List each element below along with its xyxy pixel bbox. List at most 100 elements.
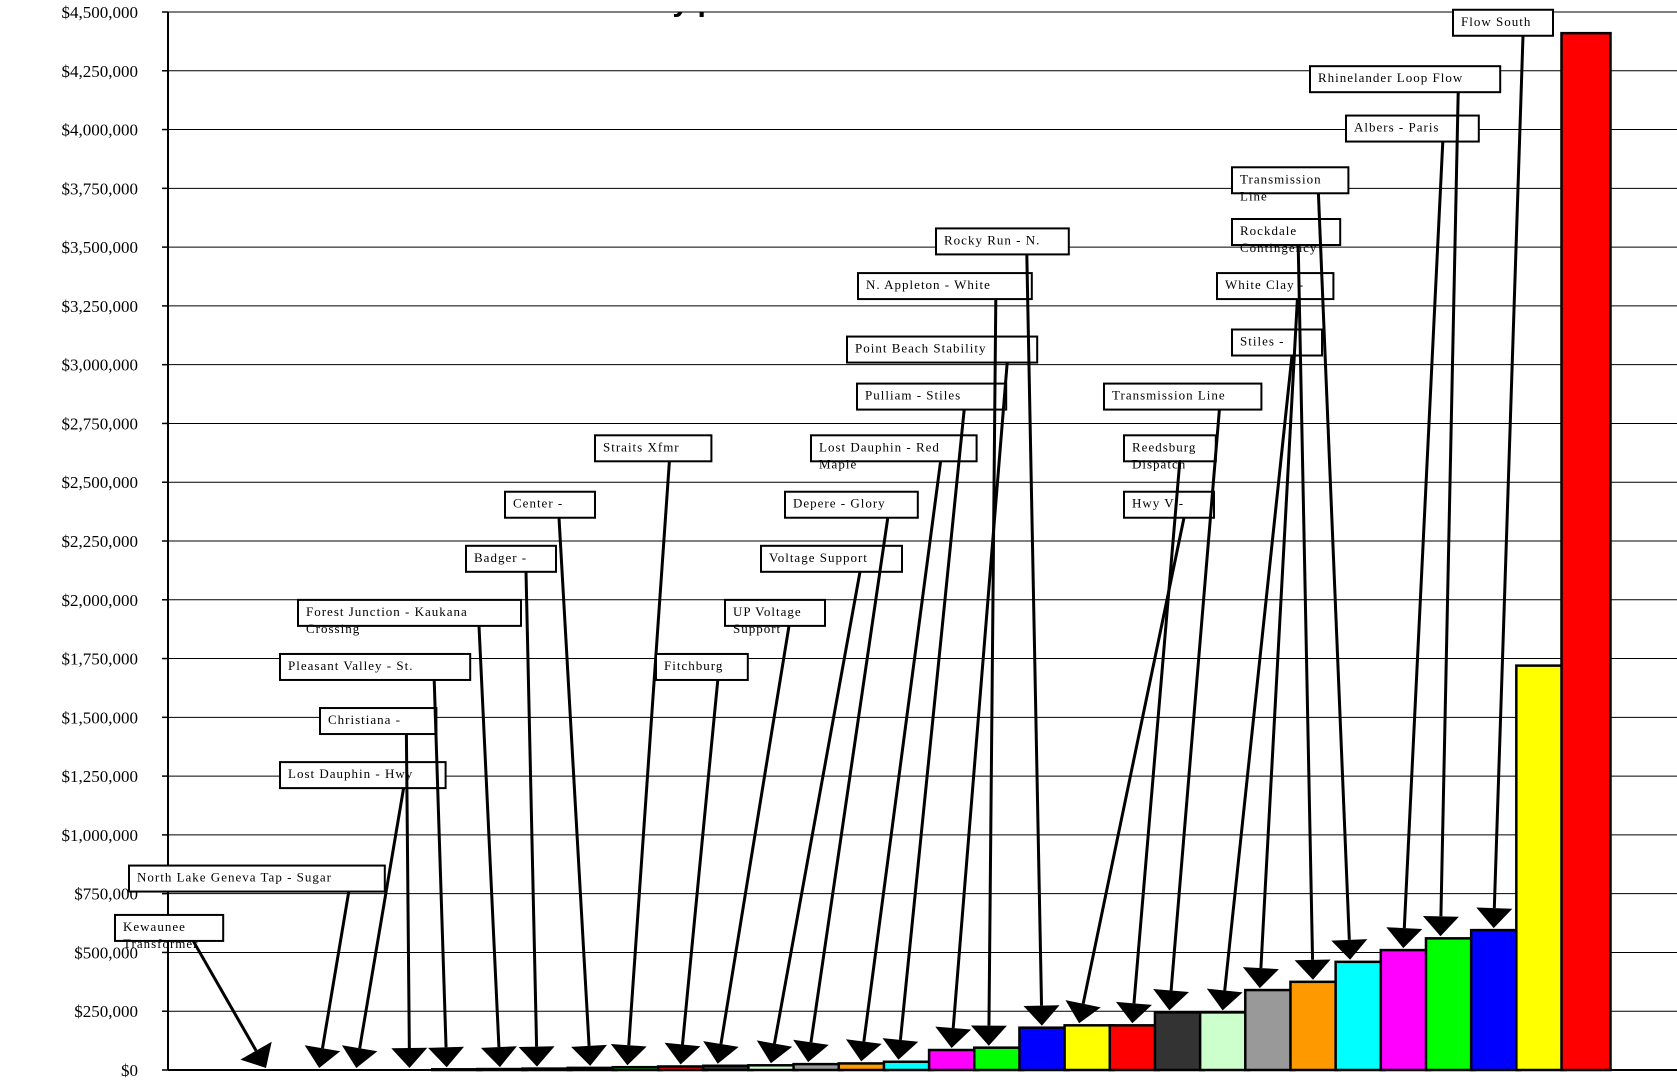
callout-box <box>279 652 472 681</box>
callout: Kewaunee Transformer <box>114 913 272 1068</box>
bar <box>1108 1024 1161 1072</box>
callout-label: Pulliam - Stiles <box>865 388 961 403</box>
y-tick-label: $250,000 <box>74 1002 138 1021</box>
bar <box>1379 948 1432 1072</box>
callout: White Clay - <box>1216 272 1335 989</box>
callout-box <box>655 652 749 681</box>
callout-box <box>760 544 903 573</box>
callout: Flow South <box>1452 8 1554 929</box>
callout: Rockdale Contingency <box>1231 218 1342 980</box>
callout-leader <box>1296 244 1315 960</box>
bar <box>1153 1011 1206 1072</box>
bar <box>1018 1026 1070 1072</box>
callout-label: Rockdale <box>1240 223 1297 238</box>
callout-box <box>594 434 713 463</box>
y-tick-label: $2,000,000 <box>62 591 139 610</box>
callout: Badger - <box>465 544 557 1067</box>
callout: Transmission Line <box>1231 166 1368 960</box>
callout-leader <box>432 679 448 1048</box>
bar <box>1334 960 1386 1072</box>
callout-leader <box>809 517 890 1043</box>
y-tick-label: $1,000,000 <box>62 826 139 845</box>
y-tick-label: $1,250,000 <box>62 767 139 786</box>
callout-label: Straits Xfmr <box>603 439 680 454</box>
y-tick-label: $4,250,000 <box>62 62 139 81</box>
callout-leader <box>680 679 720 1045</box>
callout: Albers - Paris <box>1345 114 1480 949</box>
callout: N. Appleton - White <box>857 272 1033 1046</box>
callout-arrowhead <box>1023 1005 1060 1026</box>
callout-leader <box>404 734 411 1049</box>
callouts: Kewaunee Transformer North Lake Geneva Tap… <box>114 8 1554 1068</box>
callout: Straits Xfmr <box>594 434 713 1066</box>
callout-leader <box>477 625 501 1048</box>
callout-box <box>319 707 438 736</box>
bar <box>1063 1024 1115 1072</box>
callout-leader <box>1316 193 1351 940</box>
callout-box <box>1216 272 1335 301</box>
callout-arrowhead <box>341 1045 378 1068</box>
callout-label-line2: Transformer <box>123 936 199 951</box>
callout-leader <box>1223 355 1294 991</box>
callout: Fitchburg <box>655 652 749 1065</box>
callout: Pulliam - Stiles <box>856 382 1008 1060</box>
callout-leader <box>862 461 943 1042</box>
callout-label: Fitchburg <box>664 658 723 673</box>
callout-label: UP Voltage <box>733 604 802 619</box>
callout-label: Center - <box>513 496 563 511</box>
callout-arrowhead <box>391 1047 428 1068</box>
callout-label-line2: Crossing <box>306 621 360 636</box>
callout: Rocky Run - N. <box>935 227 1070 1026</box>
callout-leader <box>1402 141 1445 929</box>
y-tick-label: $1,750,000 <box>62 650 139 669</box>
callout-arrowhead <box>793 1039 829 1063</box>
callout-label: Voltage Support <box>769 550 868 565</box>
callout-arrowhead <box>240 1041 272 1068</box>
callout: Transmission Line <box>1103 382 1263 1011</box>
callout: Point Beach Stability <box>846 335 1039 1048</box>
callout-label: Kewaunee <box>123 919 186 934</box>
callout-arrowhead <box>428 1046 464 1068</box>
callout-label-line2: Contingency <box>1240 240 1317 255</box>
bar <box>1244 988 1296 1072</box>
callout-label: Hwy V - <box>1132 496 1184 511</box>
callout-arrowhead <box>1386 927 1423 949</box>
callout: Lost Dauphin - Red Maple <box>810 434 978 1062</box>
callout-arrowhead <box>304 1045 341 1068</box>
bar <box>1198 1011 1251 1072</box>
callout-leader <box>1169 409 1221 991</box>
callout-box <box>1231 328 1323 357</box>
callout-leader <box>951 362 1009 1029</box>
callout-label: Forest Junction - Kaukana <box>306 604 468 619</box>
callout-arrowhead <box>1242 967 1279 989</box>
callout: Voltage Support <box>756 544 903 1064</box>
callout-leader <box>1439 92 1460 917</box>
callout-box <box>1123 490 1215 519</box>
callout-box <box>810 434 978 463</box>
y-tick-label: $4,000,000 <box>62 121 139 140</box>
callout-label: Lost Dauphin - Hwy <box>288 766 413 781</box>
y-tick-label: $0 <box>121 1061 138 1078</box>
callout-label: White Clay - <box>1225 277 1304 292</box>
callout-leader <box>1492 35 1525 909</box>
callout-arrowhead <box>1065 1000 1101 1024</box>
callout-arrowhead <box>571 1044 607 1066</box>
callout-box <box>1452 8 1554 37</box>
y-tick-label: $1,500,000 <box>62 708 139 727</box>
bar <box>1289 980 1341 1072</box>
bar <box>1424 937 1477 1072</box>
callout-arrowhead <box>846 1039 882 1062</box>
callout-box <box>846 335 1039 364</box>
callout-label: Transmission <box>1240 171 1322 186</box>
callout-box <box>857 272 1033 301</box>
callout-label-line2: Maple <box>819 456 857 471</box>
callout-leader <box>524 571 539 1047</box>
callout-label: Point Beach Stability <box>855 341 987 356</box>
callout-arrowhead <box>1116 1001 1152 1024</box>
callout-label: Flow South <box>1461 14 1531 29</box>
y-tick-labels: $0 $250,000 $500,000 $750,000 $1,000,000 $1,2… <box>62 3 139 1080</box>
callout-label: Reedsburg <box>1132 439 1196 454</box>
callout-label: Lost Dauphin - Red <box>819 439 940 454</box>
callout-arrowhead <box>664 1042 701 1065</box>
